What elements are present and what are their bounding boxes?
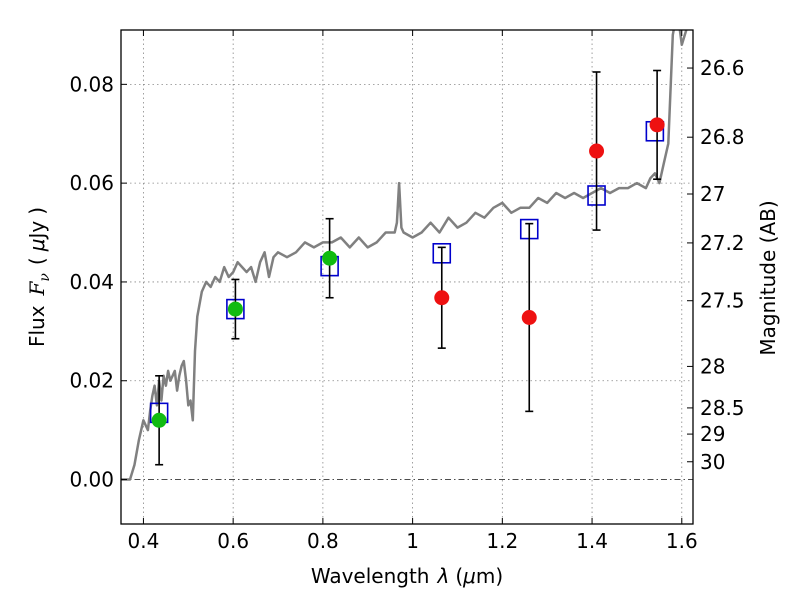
red-data-point <box>434 290 450 306</box>
y-tick-label: 0.02 <box>69 369 114 393</box>
x-axis-title-open: ( <box>455 564 463 588</box>
mag-tick-label: 28 <box>700 354 725 378</box>
y-tick-label: 0.04 <box>69 270 114 294</box>
y-axis-title-mu: μ <box>25 239 49 253</box>
x-tick-label: 0.8 <box>307 529 339 553</box>
red-data-point <box>649 117 665 133</box>
x-tick-label: 0.6 <box>217 529 249 553</box>
tick-layer: 0.4 0.6 0.8 1 1.2 1.4 1.6 0.00 0.02 0.04 0.06 0.08 2… <box>69 30 745 553</box>
red-data-point <box>521 310 537 326</box>
data-layer <box>121 30 688 481</box>
y-axis-title-open: ( <box>25 257 49 265</box>
template-spectrum-line <box>121 30 688 481</box>
green-data-point <box>151 412 167 428</box>
y-axis-title-subscript: ν <box>37 273 53 282</box>
mag-tick-label: 28.5 <box>700 396 745 420</box>
mag-tick-label: 26.8 <box>700 125 745 149</box>
x-axis-title: Wavelength λ (μm) <box>311 564 503 588</box>
y-axis-title-unit: Jy <box>25 221 49 241</box>
x-tick-label: 1.6 <box>666 529 698 553</box>
y-tick-label: 0.08 <box>69 72 114 96</box>
x-axis-title-mu: μ <box>462 564 476 588</box>
y-axis-title-symbol: F <box>25 280 49 296</box>
x-axis-title-symbol: λ <box>436 564 449 588</box>
red-data-point <box>589 143 605 159</box>
green-data-point <box>227 301 243 317</box>
plot-frame <box>120 29 694 525</box>
y-tick-label: 0.06 <box>69 171 114 195</box>
x-tick-label: 0.4 <box>128 529 160 553</box>
mag-tick-label: 27.2 <box>700 231 745 255</box>
mag-tick-label: 27 <box>700 182 725 206</box>
y2-axis-title: Magnitude (AB) <box>756 200 780 355</box>
grid-layer <box>121 30 693 524</box>
mag-tick-label: 27.5 <box>700 289 745 313</box>
mag-tick-label: 29 <box>700 422 725 446</box>
x-axis-title-word: Wavelength <box>311 564 430 588</box>
y-axis-title-close: ) <box>25 207 49 215</box>
mag-tick-label: 30 <box>700 450 725 474</box>
x-tick-label: 1 <box>406 529 419 553</box>
y-axis-title: Flux Fν ( μJy) <box>25 207 53 347</box>
y-tick-label: 0.00 <box>69 468 114 492</box>
x-axis-title-unit: m) <box>476 564 503 588</box>
x-tick-label: 1.4 <box>576 529 608 553</box>
y-axis-title-word: Flux <box>25 305 49 347</box>
mag-tick-label: 26.6 <box>700 56 745 80</box>
x-tick-label: 1.2 <box>486 529 518 553</box>
green-data-point <box>322 250 338 266</box>
